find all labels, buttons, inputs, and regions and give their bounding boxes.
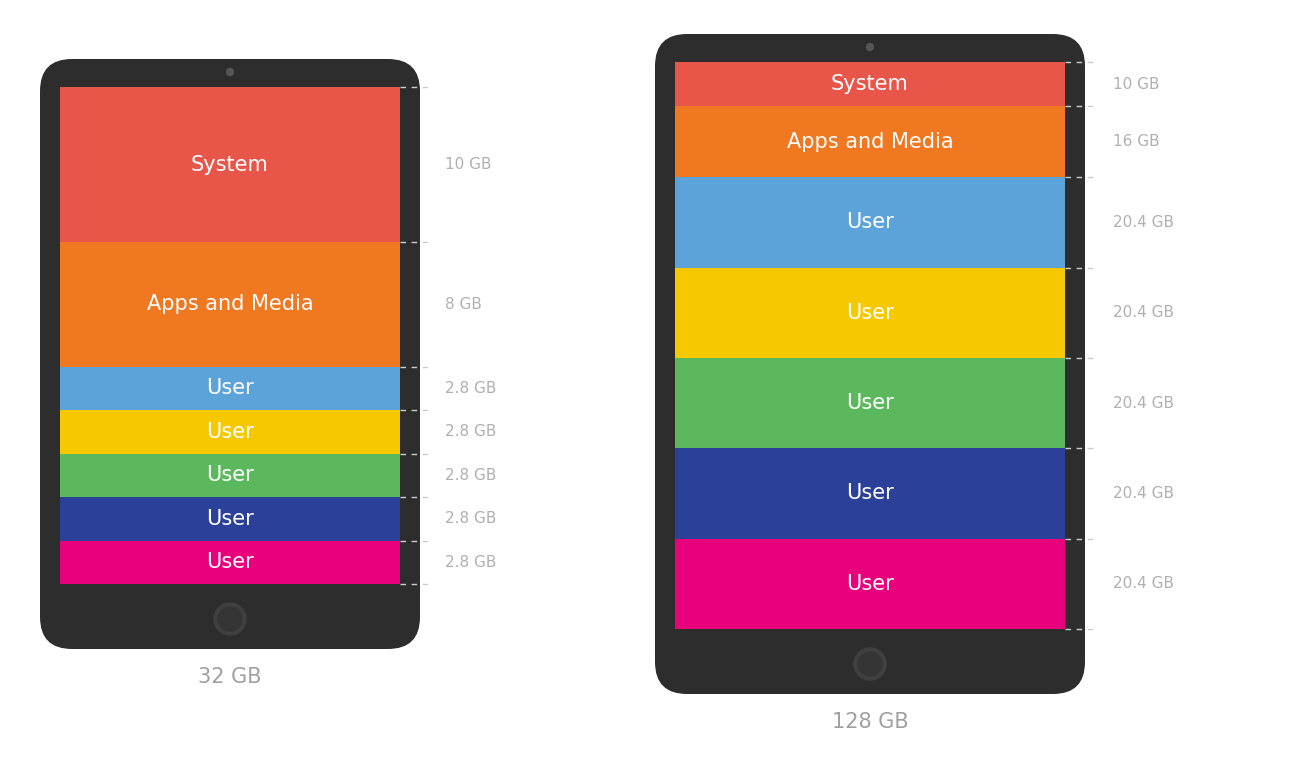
Bar bbox=[675, 448, 1065, 538]
Text: 20.4 GB: 20.4 GB bbox=[1113, 215, 1174, 230]
Text: User: User bbox=[206, 509, 254, 529]
Text: Apps and Media: Apps and Media bbox=[787, 132, 954, 152]
Text: 10 GB: 10 GB bbox=[446, 157, 491, 172]
Bar bbox=[60, 87, 400, 242]
Text: 2.8 GB: 2.8 GB bbox=[446, 511, 496, 527]
Text: 8 GB: 8 GB bbox=[446, 297, 482, 312]
Bar bbox=[60, 410, 400, 453]
Bar bbox=[60, 87, 400, 584]
Bar bbox=[60, 242, 400, 367]
Text: 10 GB: 10 GB bbox=[1113, 76, 1160, 92]
Text: User: User bbox=[846, 574, 894, 594]
FancyBboxPatch shape bbox=[40, 59, 420, 649]
Bar bbox=[675, 358, 1065, 448]
Text: User: User bbox=[846, 213, 894, 232]
Bar bbox=[60, 497, 400, 541]
Text: User: User bbox=[206, 379, 254, 398]
Text: User: User bbox=[846, 303, 894, 323]
Text: 32 GB: 32 GB bbox=[198, 667, 262, 687]
FancyBboxPatch shape bbox=[655, 34, 1085, 694]
Text: User: User bbox=[846, 484, 894, 503]
Circle shape bbox=[866, 44, 873, 51]
Text: 128 GB: 128 GB bbox=[831, 712, 908, 732]
Bar bbox=[675, 62, 1065, 106]
Text: 2.8 GB: 2.8 GB bbox=[446, 467, 496, 483]
Bar bbox=[60, 541, 400, 584]
Circle shape bbox=[227, 69, 233, 76]
Text: User: User bbox=[846, 393, 894, 413]
Text: 20.4 GB: 20.4 GB bbox=[1113, 305, 1174, 320]
Circle shape bbox=[857, 652, 882, 676]
Text: System: System bbox=[192, 155, 268, 174]
Bar bbox=[60, 367, 400, 410]
Circle shape bbox=[853, 648, 886, 680]
Bar bbox=[675, 267, 1065, 358]
Text: 20.4 GB: 20.4 GB bbox=[1113, 576, 1174, 591]
Text: 16 GB: 16 GB bbox=[1113, 134, 1160, 150]
Bar bbox=[60, 453, 400, 497]
Text: 2.8 GB: 2.8 GB bbox=[446, 425, 496, 439]
Bar bbox=[675, 538, 1065, 629]
Text: Apps and Media: Apps and Media bbox=[147, 294, 313, 315]
Text: 20.4 GB: 20.4 GB bbox=[1113, 486, 1174, 501]
Text: User: User bbox=[206, 421, 254, 442]
Text: 2.8 GB: 2.8 GB bbox=[446, 381, 496, 396]
Text: User: User bbox=[206, 552, 254, 573]
Text: 2.8 GB: 2.8 GB bbox=[446, 555, 496, 569]
Text: 20.4 GB: 20.4 GB bbox=[1113, 396, 1174, 411]
Bar bbox=[675, 62, 1065, 629]
Bar bbox=[675, 106, 1065, 177]
Bar bbox=[675, 177, 1065, 267]
Text: User: User bbox=[206, 465, 254, 485]
Circle shape bbox=[214, 603, 246, 635]
Circle shape bbox=[218, 607, 242, 631]
Text: System: System bbox=[831, 74, 909, 94]
